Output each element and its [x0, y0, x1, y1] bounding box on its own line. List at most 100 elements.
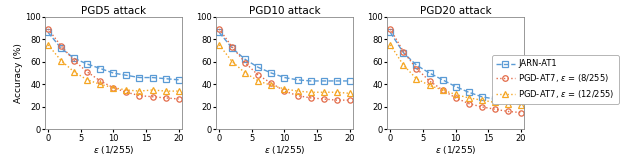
- PGD-AT7, $\varepsilon$ = (8/255): [413, 68, 420, 70]
- Line: JARN-AT1: JARN-AT1: [45, 30, 181, 83]
- PGD-AT7, $\varepsilon$ = (8/255): [136, 95, 143, 97]
- PGD-AT7, $\varepsilon$ = (8/255): [307, 97, 314, 99]
- JARN-AT1: [175, 79, 182, 81]
- PGD-AT7, $\varepsilon$ = (12/255): [465, 97, 472, 99]
- PGD-AT7, $\varepsilon$ = (8/255): [70, 60, 78, 62]
- JARN-AT1: [109, 72, 117, 74]
- PGD-AT7, $\varepsilon$ = (12/255): [452, 93, 460, 95]
- Title: PGD5 attack: PGD5 attack: [81, 6, 146, 16]
- PGD-AT7, $\varepsilon$ = (8/255): [438, 89, 446, 91]
- PGD-AT7, $\varepsilon$ = (12/255): [491, 101, 499, 103]
- Line: PGD-AT7, $\varepsilon$ = (8/255): PGD-AT7, $\varepsilon$ = (8/255): [45, 26, 181, 102]
- JARN-AT1: [346, 80, 353, 82]
- PGD-AT7, $\varepsilon$ = (12/255): [148, 89, 156, 91]
- JARN-AT1: [294, 79, 301, 81]
- PGD-AT7, $\varepsilon$ = (8/255): [109, 87, 117, 89]
- PGD-AT7, $\varepsilon$ = (8/255): [97, 80, 104, 82]
- JARN-AT1: [70, 57, 78, 59]
- JARN-AT1: [255, 66, 262, 68]
- JARN-AT1: [228, 47, 236, 49]
- PGD-AT7, $\varepsilon$ = (12/255): [346, 92, 353, 94]
- PGD-AT7, $\varepsilon$ = (12/255): [109, 87, 117, 89]
- PGD-AT7, $\varepsilon$ = (8/255): [83, 71, 91, 73]
- JARN-AT1: [44, 31, 52, 33]
- PGD-AT7, $\varepsilon$ = (8/255): [255, 74, 262, 76]
- PGD-AT7, $\varepsilon$ = (12/255): [97, 83, 104, 85]
- JARN-AT1: [307, 80, 314, 82]
- JARN-AT1: [413, 64, 420, 66]
- JARN-AT1: [122, 74, 130, 76]
- JARN-AT1: [320, 80, 328, 82]
- PGD-AT7, $\varepsilon$ = (8/255): [162, 97, 170, 99]
- Line: PGD-AT7, $\varepsilon$ = (12/255): PGD-AT7, $\varepsilon$ = (12/255): [45, 42, 181, 94]
- JARN-AT1: [478, 96, 486, 98]
- PGD-AT7, $\varepsilon$ = (12/255): [426, 84, 433, 86]
- PGD-AT7, $\varepsilon$ = (12/255): [294, 90, 301, 92]
- PGD-AT7, $\varepsilon$ = (8/255): [399, 51, 407, 53]
- Legend: JARN-AT1, PGD-AT7, $\varepsilon$ = (8/255), PGD-AT7, $\varepsilon$ = (12/255): JARN-AT1, PGD-AT7, $\varepsilon$ = (8/25…: [492, 55, 618, 104]
- Title: PGD10 attack: PGD10 attack: [249, 6, 320, 16]
- PGD-AT7, $\varepsilon$ = (12/255): [320, 91, 328, 93]
- PGD-AT7, $\varepsilon$ = (12/255): [216, 44, 223, 46]
- Line: JARN-AT1: JARN-AT1: [216, 30, 353, 83]
- Line: JARN-AT1: JARN-AT1: [388, 30, 524, 104]
- Line: PGD-AT7, $\varepsilon$ = (12/255): PGD-AT7, $\varepsilon$ = (12/255): [216, 42, 353, 96]
- PGD-AT7, $\varepsilon$ = (8/255): [387, 28, 394, 30]
- PGD-AT7, $\varepsilon$ = (12/255): [70, 71, 78, 73]
- JARN-AT1: [268, 72, 275, 74]
- PGD-AT7, $\varepsilon$ = (12/255): [387, 44, 394, 46]
- PGD-AT7, $\varepsilon$ = (8/255): [346, 99, 353, 101]
- PGD-AT7, $\varepsilon$ = (8/255): [148, 96, 156, 98]
- PGD-AT7, $\varepsilon$ = (8/255): [517, 112, 525, 114]
- PGD-AT7, $\varepsilon$ = (8/255): [241, 62, 249, 64]
- JARN-AT1: [241, 58, 249, 60]
- PGD-AT7, $\varepsilon$ = (12/255): [162, 90, 170, 92]
- JARN-AT1: [148, 77, 156, 79]
- PGD-AT7, $\varepsilon$ = (8/255): [465, 103, 472, 105]
- JARN-AT1: [387, 31, 394, 33]
- JARN-AT1: [162, 78, 170, 80]
- PGD-AT7, $\varepsilon$ = (12/255): [255, 80, 262, 82]
- X-axis label: $\epsilon$ (1/255): $\epsilon$ (1/255): [264, 144, 305, 156]
- PGD-AT7, $\varepsilon$ = (12/255): [57, 60, 65, 62]
- PGD-AT7, $\varepsilon$ = (12/255): [517, 104, 525, 106]
- PGD-AT7, $\varepsilon$ = (8/255): [333, 99, 340, 101]
- PGD-AT7, $\varepsilon$ = (12/255): [83, 79, 91, 81]
- PGD-AT7, $\varepsilon$ = (8/255): [504, 110, 511, 112]
- PGD-AT7, $\varepsilon$ = (12/255): [268, 84, 275, 86]
- PGD-AT7, $\varepsilon$ = (12/255): [175, 90, 182, 92]
- Line: PGD-AT7, $\varepsilon$ = (8/255): PGD-AT7, $\varepsilon$ = (8/255): [388, 26, 524, 115]
- JARN-AT1: [504, 99, 511, 101]
- PGD-AT7, $\varepsilon$ = (8/255): [491, 108, 499, 110]
- JARN-AT1: [426, 72, 433, 74]
- PGD-AT7, $\varepsilon$ = (8/255): [175, 98, 182, 100]
- JARN-AT1: [517, 100, 525, 102]
- PGD-AT7, $\varepsilon$ = (8/255): [57, 45, 65, 47]
- PGD-AT7, $\varepsilon$ = (8/255): [426, 80, 433, 82]
- Y-axis label: Accuracy (%): Accuracy (%): [15, 43, 24, 103]
- JARN-AT1: [280, 77, 288, 79]
- PGD-AT7, $\varepsilon$ = (12/255): [241, 72, 249, 74]
- X-axis label: $\epsilon$ (1/255): $\epsilon$ (1/255): [435, 144, 476, 156]
- JARN-AT1: [438, 79, 446, 81]
- PGD-AT7, $\varepsilon$ = (12/255): [228, 61, 236, 63]
- PGD-AT7, $\varepsilon$ = (8/255): [122, 91, 130, 93]
- JARN-AT1: [136, 77, 143, 79]
- PGD-AT7, $\varepsilon$ = (8/255): [478, 106, 486, 108]
- PGD-AT7, $\varepsilon$ = (12/255): [333, 91, 340, 93]
- Title: PGD20 attack: PGD20 attack: [420, 6, 492, 16]
- PGD-AT7, $\varepsilon$ = (12/255): [413, 78, 420, 80]
- PGD-AT7, $\varepsilon$ = (8/255): [452, 97, 460, 99]
- PGD-AT7, $\varepsilon$ = (12/255): [478, 99, 486, 101]
- JARN-AT1: [97, 68, 104, 70]
- PGD-AT7, $\varepsilon$ = (12/255): [307, 91, 314, 93]
- PGD-AT7, $\varepsilon$ = (8/255): [216, 28, 223, 30]
- Line: PGD-AT7, $\varepsilon$ = (8/255): PGD-AT7, $\varepsilon$ = (8/255): [216, 26, 353, 103]
- PGD-AT7, $\varepsilon$ = (12/255): [44, 44, 52, 46]
- PGD-AT7, $\varepsilon$ = (12/255): [136, 90, 143, 92]
- PGD-AT7, $\varepsilon$ = (12/255): [280, 88, 288, 90]
- PGD-AT7, $\varepsilon$ = (8/255): [320, 98, 328, 100]
- PGD-AT7, $\varepsilon$ = (8/255): [280, 90, 288, 92]
- PGD-AT7, $\varepsilon$ = (8/255): [228, 46, 236, 48]
- PGD-AT7, $\varepsilon$ = (8/255): [294, 95, 301, 97]
